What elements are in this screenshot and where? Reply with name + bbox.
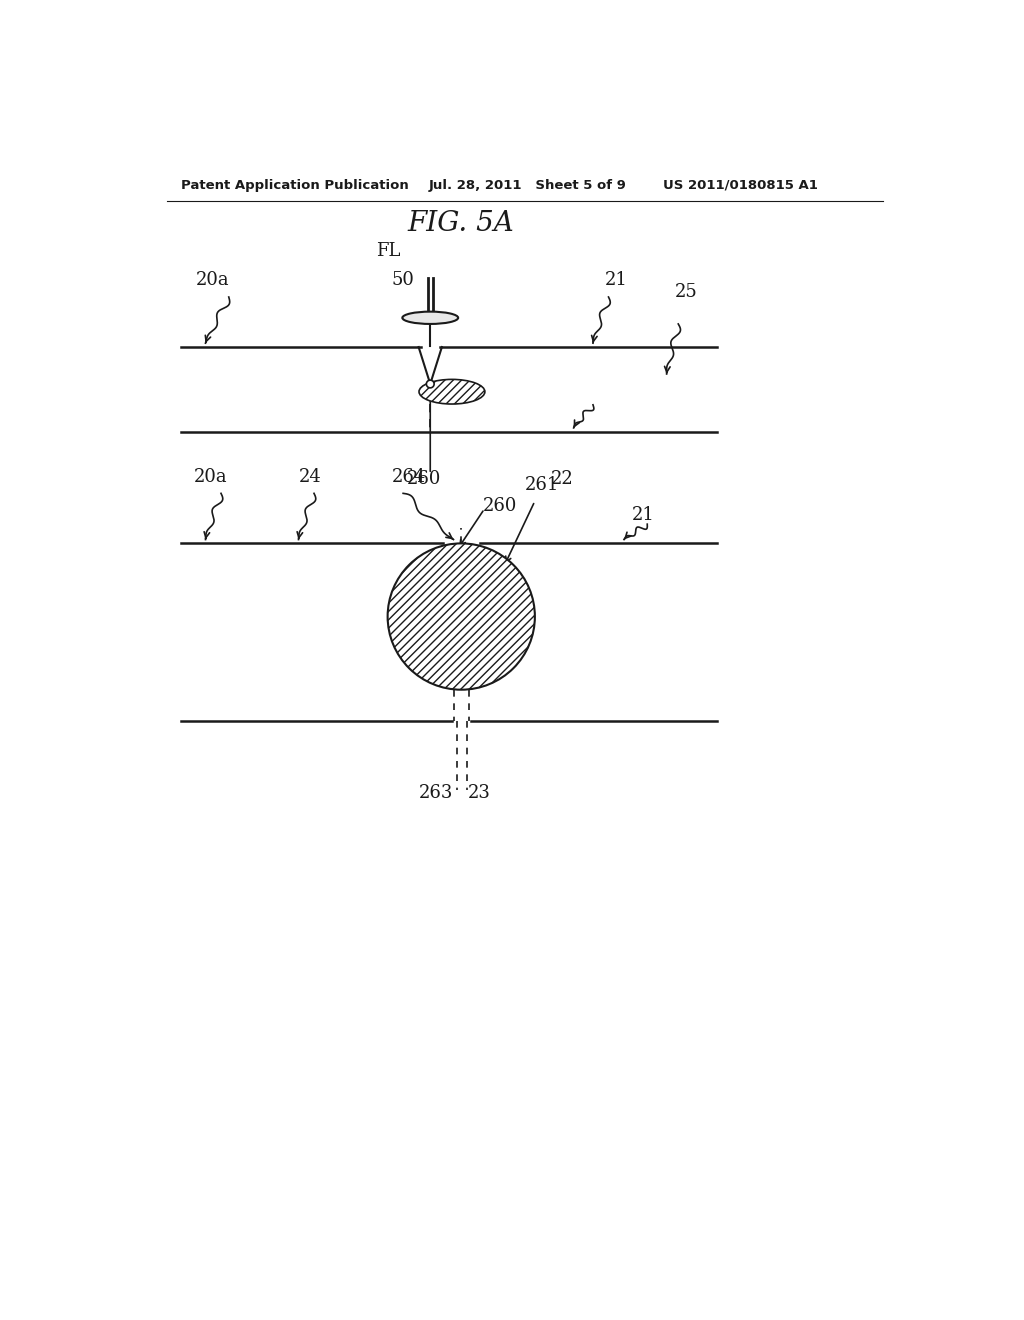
Text: 22: 22	[550, 470, 573, 488]
Text: 263: 263	[419, 784, 453, 801]
Text: 264: 264	[391, 467, 426, 486]
Text: 20a: 20a	[197, 272, 229, 289]
Text: 21: 21	[632, 507, 654, 524]
Text: FIG. 5B: FIG. 5B	[408, 638, 515, 665]
Text: 20a: 20a	[194, 467, 227, 486]
Text: 25: 25	[675, 282, 697, 301]
Text: FIG. 5A: FIG. 5A	[408, 210, 515, 238]
Text: 260: 260	[407, 470, 441, 488]
Text: FL: FL	[376, 242, 400, 260]
Circle shape	[426, 380, 434, 388]
Text: 50: 50	[391, 272, 415, 289]
Text: US 2011/0180815 A1: US 2011/0180815 A1	[663, 178, 817, 191]
Ellipse shape	[419, 379, 485, 404]
Text: 21: 21	[604, 272, 628, 289]
Text: 260: 260	[483, 498, 517, 515]
Text: 261: 261	[524, 475, 559, 494]
Ellipse shape	[402, 312, 458, 323]
Text: Patent Application Publication: Patent Application Publication	[180, 178, 409, 191]
Circle shape	[388, 544, 535, 690]
Text: Jul. 28, 2011   Sheet 5 of 9: Jul. 28, 2011 Sheet 5 of 9	[429, 178, 627, 191]
Text: 24: 24	[299, 467, 322, 486]
Text: 23: 23	[467, 784, 490, 801]
